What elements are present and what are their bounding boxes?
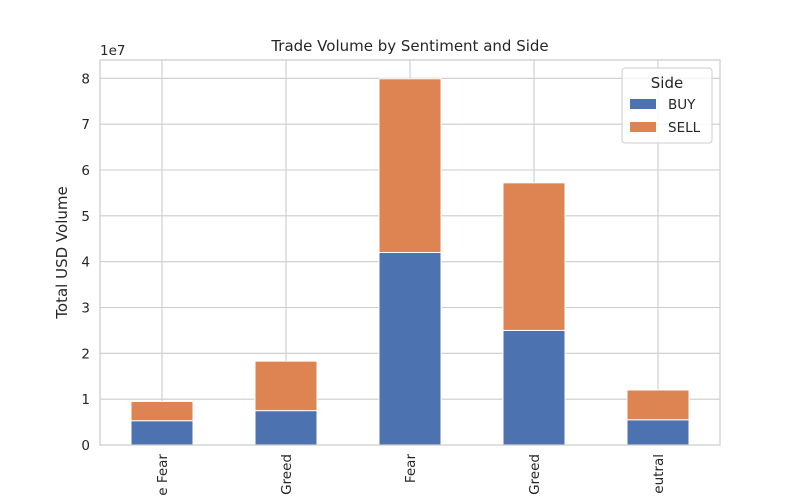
bars [130, 78, 690, 446]
bar-buy-0 [130, 420, 194, 446]
bar-buy-2 [378, 252, 442, 446]
x-tick-label: Greed [527, 454, 543, 495]
y-axis-label: Total USD Volume [53, 186, 71, 319]
x-tick-label: Greed [279, 454, 295, 495]
y-axis-ticks: 0 1 2 3 4 5 6 7 8 [81, 71, 90, 454]
legend-title: Side [651, 74, 683, 92]
y-tick-label: 6 [81, 163, 90, 179]
chart-title: Trade Volume by Sentiment and Side [270, 37, 548, 55]
y-tick-label: 7 [81, 117, 90, 133]
legend-swatch-sell [630, 122, 656, 132]
y-tick-label: 8 [81, 71, 90, 87]
y-tick-label: 5 [81, 209, 90, 225]
x-tick-label: eutral [651, 454, 667, 494]
bar-sell-1 [254, 360, 318, 412]
y-tick-label: 1 [81, 392, 90, 408]
bar-sell-2 [378, 78, 442, 253]
bar-buy-1 [254, 410, 318, 446]
y-tick-label: 0 [81, 438, 90, 454]
legend-swatch-buy [630, 99, 656, 109]
bar-buy-4 [626, 419, 690, 446]
legend-label-sell: SELL [668, 120, 701, 136]
legend-label-buy: BUY [668, 97, 696, 113]
x-tick-label: e Fear [155, 454, 171, 496]
bar-buy-3 [502, 329, 566, 446]
legend-items: BUY SELL [630, 97, 701, 136]
x-tick-label: Fear [403, 454, 419, 484]
y-tick-label: 4 [81, 255, 90, 271]
bar-sell-4 [626, 389, 690, 421]
x-axis-ticks: e Fear Greed Fear Greed eutral [155, 454, 667, 496]
y-tick-label: 3 [81, 301, 90, 317]
plot-frame [99, 59, 721, 446]
y-tick-label: 2 [81, 346, 90, 362]
y-axis-multiplier: 1e7 [100, 43, 125, 59]
bar-sell-0 [130, 400, 194, 422]
legend: Side BUY SELL [621, 67, 713, 144]
bar-sell-3 [502, 182, 566, 331]
